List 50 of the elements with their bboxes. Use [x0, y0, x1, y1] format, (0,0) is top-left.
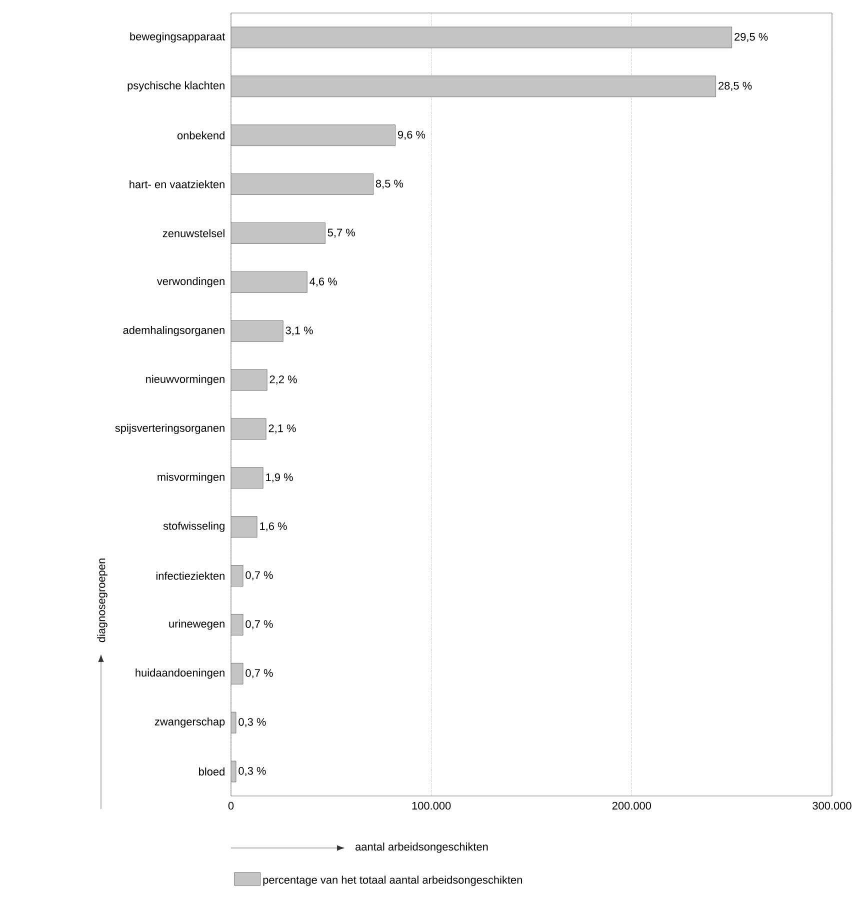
- y-tick-label: infectieziekten: [156, 572, 224, 580]
- annotation: 5,7 %: [328, 228, 355, 238]
- x-tick-label: 200.000: [612, 802, 652, 810]
- y-tick-label: ademhalingsorganen: [123, 326, 224, 336]
- bar: [231, 369, 268, 391]
- y-tick-label: urinewegen: [169, 620, 224, 630]
- x-tick-label: 100.000: [412, 802, 451, 810]
- annotation: 8,5 %: [376, 180, 404, 189]
- annotation: 1,9 %: [266, 473, 293, 482]
- annotation: 2,1 %: [268, 424, 296, 434]
- y-tick-label: zwangerschap: [154, 717, 225, 728]
- y-tick-label: huidaandoeningen: [136, 668, 224, 679]
- annotation: 3,1 %: [286, 326, 313, 336]
- y-tick-label: zenuwstelsel: [162, 229, 224, 238]
- bar: [231, 124, 396, 146]
- annotation: 1,6 %: [260, 522, 287, 532]
- bar: [231, 222, 326, 244]
- annotation: 28,5 %: [718, 82, 752, 91]
- y-axis-title: diagnosegroepen: [97, 558, 108, 642]
- annotation: 0,7 %: [246, 571, 273, 580]
- y-tick-label: onbekend: [177, 131, 224, 140]
- legend-label: percentage van het totaal aantal arbeidsongeschikten: [263, 876, 522, 886]
- y-tick-label: spijsverteringsorganen: [115, 424, 224, 434]
- annotation: 29,5 %: [734, 32, 768, 42]
- y-tick-label: verwondingen: [156, 277, 224, 288]
- y-tick-label: nieuwvormingen: [146, 374, 224, 386]
- y-tick-label: bewegingsapparaat: [130, 32, 226, 43]
- annotation: 0,3 %: [238, 767, 266, 776]
- annotation: 2,2 %: [270, 376, 297, 385]
- y-tick-label: bloed: [199, 768, 224, 776]
- bar: [231, 320, 284, 342]
- annotation: 0,7 %: [246, 669, 273, 678]
- bar: [231, 516, 258, 538]
- x-tick-label: 0: [228, 802, 234, 810]
- annotation: 9,6 %: [398, 130, 426, 140]
- y-tick-label: misvormingen: [158, 472, 224, 483]
- x-tick-label: 300.000: [812, 802, 852, 810]
- bar: [231, 271, 308, 293]
- bar: [231, 418, 266, 440]
- bar: [231, 26, 732, 48]
- y-tick-label: psychische klachten: [128, 81, 224, 92]
- bar: [231, 76, 716, 98]
- annotation: 4,6 %: [310, 278, 337, 287]
- y-tick-label: stofwisseling: [163, 522, 224, 532]
- bar: [231, 467, 264, 489]
- x-axis-title: aantal arbeidsongeschikten: [356, 842, 488, 853]
- y-tick-label: hart- en vaatziekten: [130, 180, 224, 188]
- annotation: 0,7 %: [246, 620, 273, 630]
- bar: [231, 174, 374, 195]
- annotation: 0,3 %: [238, 718, 266, 728]
